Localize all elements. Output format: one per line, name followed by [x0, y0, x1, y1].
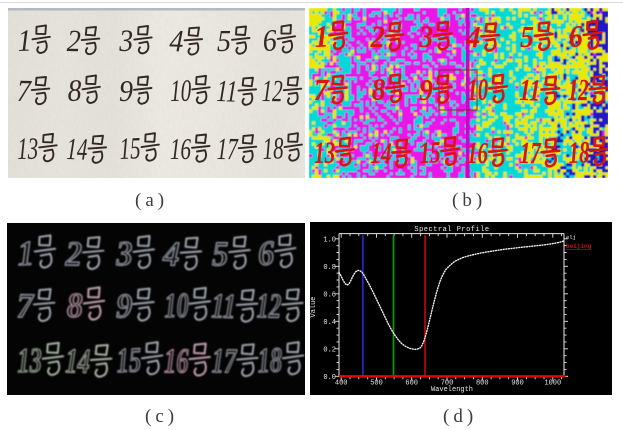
- svg-text:11: 11: [519, 72, 541, 108]
- svg-text:10: 10: [170, 73, 192, 108]
- svg-text:18: 18: [257, 340, 283, 380]
- svg-text:1: 1: [17, 234, 35, 274]
- svg-text:400: 400: [335, 380, 348, 388]
- svg-text:0.6: 0.6: [323, 291, 336, 299]
- svg-text:1: 1: [314, 19, 329, 54]
- svg-text:8: 8: [66, 286, 84, 326]
- svg-text:Spectral Profile: Spectral Profile: [414, 226, 489, 234]
- svg-text:12: 12: [261, 73, 283, 108]
- svg-text:13: 13: [314, 135, 336, 170]
- svg-text:17: 17: [216, 131, 239, 166]
- svg-text:9: 9: [119, 73, 133, 108]
- svg-text:2: 2: [64, 234, 82, 273]
- svg-text:16: 16: [164, 341, 189, 380]
- svg-text:5: 5: [212, 234, 228, 273]
- svg-text:0.0: 0.0: [323, 374, 336, 382]
- svg-text:9: 9: [116, 286, 132, 325]
- svg-text:14: 14: [65, 341, 91, 381]
- svg-text:5: 5: [520, 19, 534, 54]
- svg-text:3: 3: [118, 23, 134, 58]
- svg-text:0.4: 0.4: [323, 319, 336, 327]
- svg-text:18: 18: [568, 134, 591, 170]
- svg-text:14: 14: [66, 131, 88, 167]
- svg-text:13: 13: [17, 341, 42, 380]
- svg-text:10: 10: [164, 286, 189, 325]
- svg-text:13: 13: [17, 131, 39, 166]
- svg-text:12: 12: [567, 72, 589, 107]
- svg-text:17: 17: [519, 135, 542, 170]
- svg-text:3: 3: [418, 19, 434, 54]
- svg-text:Wavelength: Wavelength: [431, 386, 473, 394]
- svg-text:8: 8: [67, 72, 83, 107]
- svg-text:4: 4: [162, 234, 181, 274]
- svg-text:12: 12: [256, 286, 281, 325]
- svg-text:elj: elj: [566, 234, 576, 241]
- svg-text:600: 600: [405, 380, 418, 388]
- svg-text:7: 7: [16, 286, 34, 325]
- svg-text:16: 16: [467, 135, 488, 170]
- svg-text:18: 18: [262, 130, 285, 166]
- svg-text:11: 11: [211, 286, 237, 326]
- svg-text:900: 900: [511, 380, 524, 388]
- svg-text:2: 2: [66, 23, 81, 58]
- svg-text:0.8: 0.8: [323, 264, 336, 272]
- svg-text:7: 7: [313, 72, 329, 107]
- svg-text:3: 3: [115, 234, 133, 273]
- svg-text:14: 14: [370, 135, 392, 171]
- svg-text:2: 2: [370, 19, 386, 54]
- svg-text:0.2: 0.2: [323, 346, 336, 354]
- svg-text:16: 16: [170, 131, 191, 166]
- svg-text:1000: 1000: [544, 380, 561, 388]
- svg-text:800: 800: [476, 380, 489, 388]
- svg-text:11: 11: [216, 73, 238, 109]
- svg-text:Value: Value: [310, 296, 318, 317]
- svg-text:9: 9: [419, 72, 433, 107]
- svg-text:17: 17: [211, 341, 237, 380]
- svg-text:beijing: beijing: [566, 243, 592, 250]
- svg-text:500: 500: [370, 380, 383, 388]
- svg-text:8: 8: [371, 71, 387, 106]
- svg-text:6: 6: [568, 18, 584, 54]
- svg-text:15: 15: [419, 134, 441, 170]
- svg-text:1: 1: [17, 23, 32, 58]
- svg-text:700: 700: [441, 380, 454, 388]
- svg-text:7: 7: [16, 73, 32, 108]
- svg-text:15: 15: [116, 340, 142, 380]
- svg-text:10: 10: [467, 72, 489, 107]
- svg-text:4: 4: [465, 19, 481, 54]
- svg-text:5: 5: [217, 23, 231, 58]
- svg-text:6: 6: [262, 22, 278, 58]
- svg-text:4: 4: [169, 23, 184, 58]
- svg-text:15: 15: [119, 130, 141, 166]
- svg-text:6: 6: [257, 233, 276, 273]
- svg-text:1.0: 1.0: [323, 236, 336, 244]
